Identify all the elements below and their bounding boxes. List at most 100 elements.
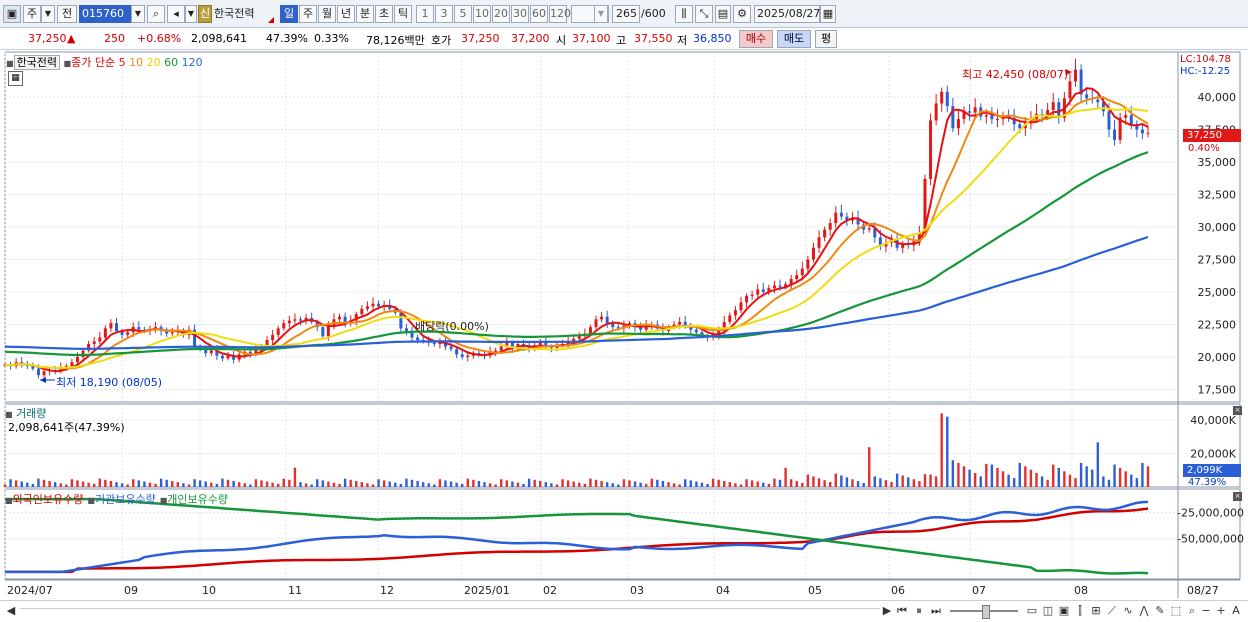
forward-icon[interactable]: ⏭ bbox=[931, 604, 941, 617]
period-tab-5[interactable]: 초 bbox=[375, 5, 393, 23]
bar-chart-icon[interactable]: ⫿ bbox=[1078, 604, 1082, 617]
save-icon[interactable]: ▤ bbox=[715, 5, 731, 23]
scroll-track[interactable] bbox=[20, 608, 880, 615]
font-size-icon[interactable]: A bbox=[1232, 604, 1240, 617]
search-icon[interactable]: ⌕ bbox=[147, 5, 165, 23]
scroll-left-icon[interactable]: ◀ bbox=[6, 604, 16, 617]
speaker-dropdown-icon[interactable]: ▼ bbox=[185, 5, 197, 23]
calendar-icon[interactable]: ▦ bbox=[820, 5, 836, 23]
compare-icon[interactable]: ▣ bbox=[1058, 604, 1070, 617]
legend-series-label: 종가 단순 bbox=[71, 56, 116, 69]
interval-button-3[interactable]: 3 bbox=[435, 5, 453, 23]
candle-body bbox=[92, 341, 96, 344]
candle-body bbox=[616, 327, 620, 329]
count-input[interactable]: 265 bbox=[612, 5, 640, 23]
candle-body bbox=[321, 327, 325, 337]
candle-body bbox=[800, 268, 804, 276]
period-tab-4[interactable]: 분 bbox=[356, 5, 374, 23]
volume-bar bbox=[433, 484, 436, 487]
market-select[interactable]: 전 bbox=[57, 5, 77, 23]
layout-icon[interactable]: ▭ bbox=[1026, 604, 1038, 617]
holdings-legend: ■외국인보유수량 ■기관보유수량 ■개인보유수량 bbox=[5, 491, 232, 507]
period-tab-6[interactable]: 틱 bbox=[394, 5, 412, 23]
stock-chart[interactable]: 40,00037,50035,00032,50030,00027,50025,0… bbox=[0, 50, 1248, 600]
candle-type-icon[interactable]: ⫼ bbox=[675, 5, 693, 23]
interval-button-30[interactable]: 30 bbox=[511, 5, 529, 23]
interval-dropdown-icon[interactable]: ▼ bbox=[594, 5, 608, 23]
draw-tool-icon[interactable]: ⤡ bbox=[695, 5, 713, 23]
eval-button[interactable]: 평 bbox=[815, 30, 837, 48]
period-tab-0[interactable]: 일 bbox=[280, 5, 298, 23]
candle-body bbox=[995, 119, 999, 121]
volume-bar bbox=[695, 481, 698, 487]
select-tool-icon[interactable]: ⬚ bbox=[1170, 604, 1182, 617]
volume-panel-close-icon[interactable]: × bbox=[1233, 406, 1242, 415]
holdings-panel-close-icon[interactable]: × bbox=[1233, 492, 1242, 501]
code-dropdown-icon[interactable]: ▼ bbox=[131, 5, 145, 23]
low-label: 저 bbox=[677, 34, 688, 47]
gear-icon[interactable]: ⚙ bbox=[733, 5, 751, 23]
rewind-icon[interactable]: ⏮ bbox=[897, 604, 907, 617]
volume-bar bbox=[895, 473, 899, 487]
volume-bar bbox=[254, 479, 258, 487]
candle-body bbox=[588, 327, 592, 334]
wave-tool-icon[interactable]: ∿ bbox=[1123, 604, 1133, 617]
period-main-select[interactable]: 주 bbox=[23, 5, 41, 23]
volume-bar bbox=[650, 478, 653, 487]
chevron-down-icon[interactable]: ▼ bbox=[41, 5, 55, 23]
high-price: 37,550 bbox=[634, 32, 673, 45]
volume-bar bbox=[678, 484, 681, 487]
volume-bar bbox=[644, 483, 648, 487]
edit-tool-icon[interactable]: ✎ bbox=[1155, 604, 1165, 617]
period-tab-2[interactable]: 월 bbox=[318, 5, 336, 23]
date-input[interactable]: 2025/08/27 bbox=[754, 5, 820, 23]
line-tool-icon[interactable]: ⟋ bbox=[1108, 604, 1116, 617]
candle-body bbox=[410, 332, 414, 338]
speaker-icon[interactable]: ◂ bbox=[167, 5, 185, 23]
volume-bar bbox=[109, 480, 113, 487]
volume-bar bbox=[689, 480, 692, 487]
hc-label: HC:-12.25 bbox=[1180, 66, 1231, 77]
candle-body bbox=[399, 312, 403, 329]
interval-button-5[interactable]: 5 bbox=[454, 5, 472, 23]
split-view-icon[interactable]: ◫ bbox=[1042, 604, 1054, 617]
buy-button[interactable]: 매수 bbox=[739, 30, 773, 48]
chart-type-icon[interactable]: ⊞ bbox=[1091, 604, 1101, 617]
candle-body bbox=[232, 355, 236, 360]
zoom-slider-handle[interactable] bbox=[982, 605, 990, 619]
volume-bar bbox=[879, 478, 882, 487]
candle-body bbox=[36, 368, 40, 376]
interval-button-60[interactable]: 60 bbox=[530, 5, 548, 23]
candle-body bbox=[1079, 69, 1083, 95]
interval-button-120[interactable]: 120 bbox=[549, 5, 571, 23]
volume-bar bbox=[1052, 464, 1055, 487]
volume-bar bbox=[249, 484, 252, 487]
stock-code-input[interactable]: 015760 bbox=[79, 5, 131, 23]
interval-button-10[interactable]: 10 bbox=[473, 5, 491, 23]
window-menu-icon[interactable]: ▣ bbox=[3, 5, 21, 23]
candle-body bbox=[577, 336, 581, 339]
zoom-out-icon[interactable]: − bbox=[1201, 604, 1211, 617]
scroll-right-icon[interactable]: ▶ bbox=[882, 604, 892, 617]
volume-bar bbox=[684, 479, 687, 487]
candle-body bbox=[70, 362, 74, 367]
pattern-tool-icon[interactable]: ⋀ bbox=[1139, 604, 1149, 617]
period-tab-3[interactable]: 년 bbox=[337, 5, 355, 23]
change-percent: +0.68% bbox=[137, 32, 182, 45]
candle-body bbox=[795, 275, 799, 279]
volume-bar bbox=[176, 482, 180, 487]
x-tick-label: 02 bbox=[543, 584, 557, 597]
volume-bar bbox=[165, 479, 168, 487]
price-tick-label: 35,000 bbox=[1198, 156, 1237, 169]
pause-icon[interactable]: ⏸ bbox=[916, 604, 922, 617]
candle-body bbox=[733, 310, 737, 316]
interval-button-20[interactable]: 20 bbox=[492, 5, 510, 23]
interval-button-1[interactable]: 1 bbox=[416, 5, 434, 23]
volume-bar bbox=[42, 479, 46, 487]
zoom-in-icon[interactable]: + bbox=[1216, 604, 1226, 617]
volume-bar bbox=[934, 476, 938, 487]
table-toggle-icon[interactable]: ▦ bbox=[8, 71, 23, 86]
sell-button[interactable]: 매도 bbox=[777, 30, 811, 48]
magnify-icon[interactable]: ⌕ bbox=[1188, 604, 1196, 617]
period-tab-1[interactable]: 주 bbox=[299, 5, 317, 23]
